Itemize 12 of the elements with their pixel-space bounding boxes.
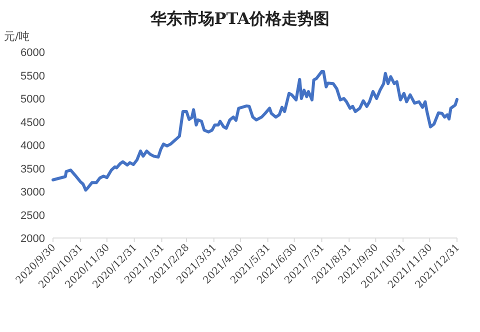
y-tick-label: 2500 <box>20 210 45 222</box>
y-tick-label: 5000 <box>20 94 45 106</box>
y-tick-label: 4500 <box>20 116 45 129</box>
y-tick-label: 4000 <box>20 140 45 152</box>
line-series <box>52 70 458 192</box>
y-axis-title: 元/吨 <box>4 30 30 43</box>
y-tick-label: 2000 <box>20 233 45 245</box>
chart-title: 华东市场PTA价格走势图 <box>149 9 330 28</box>
y-tick-label: 6000 <box>20 47 45 59</box>
y-tick-label: 3000 <box>20 186 45 198</box>
y-tick-label: 3500 <box>20 163 45 176</box>
y-tick-label: 5500 <box>20 70 45 82</box>
